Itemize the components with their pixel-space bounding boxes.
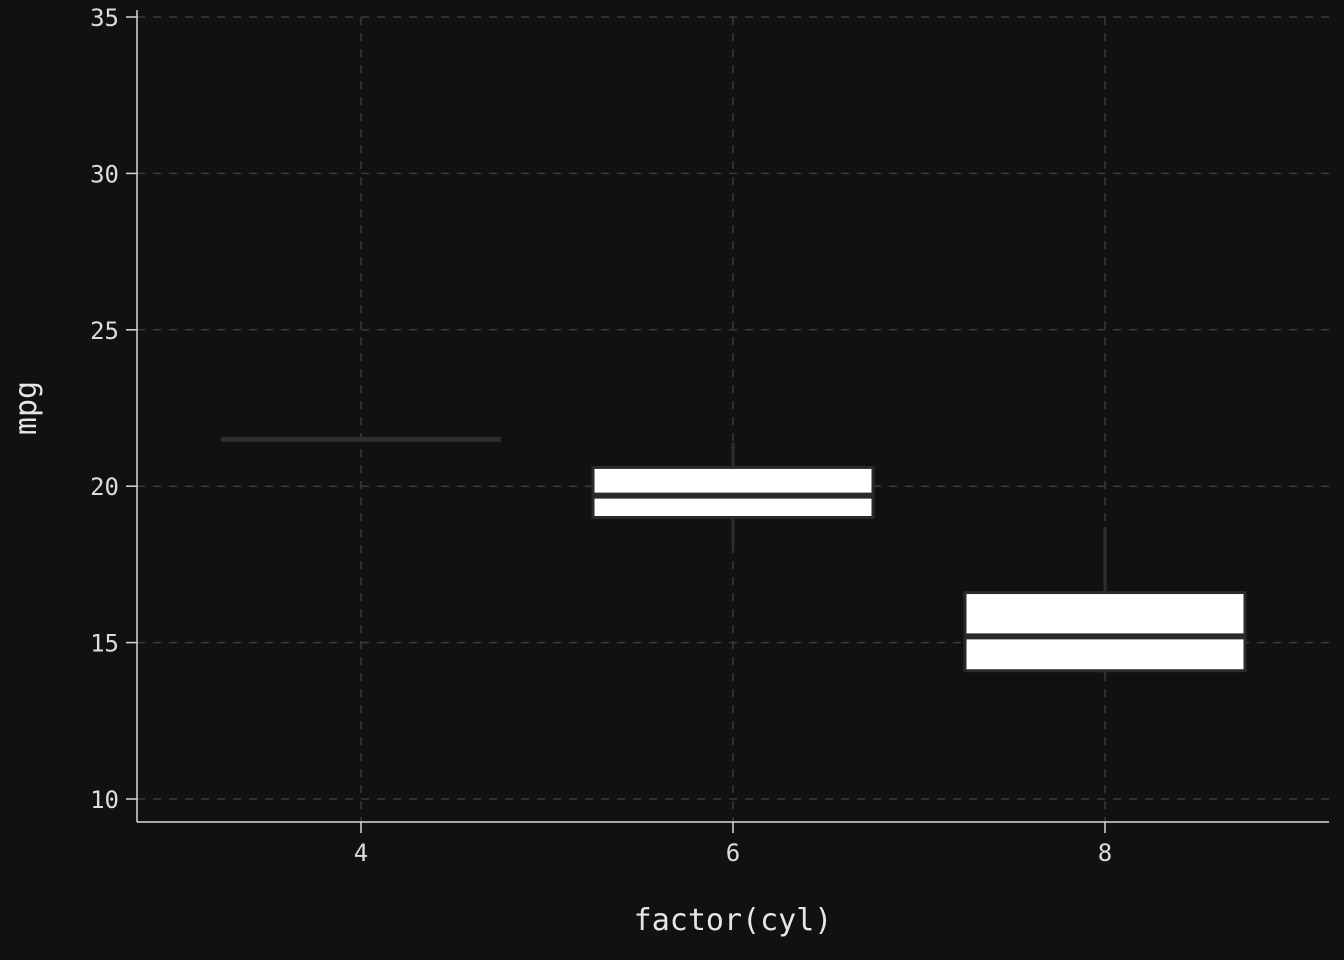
- y-tick-label-20: 20: [90, 473, 119, 501]
- box-8: [963, 591, 1247, 673]
- x-ticks: 4 6 8: [354, 822, 1112, 867]
- x-tick-label-6: 6: [726, 839, 740, 867]
- y-ticks: 10 15 20 25 30 35: [90, 4, 137, 814]
- y-tick-label-35: 35: [90, 4, 119, 32]
- y-tick-label-10: 10: [90, 786, 119, 814]
- y-tick-label-30: 30: [90, 160, 119, 188]
- boxes: [221, 436, 1247, 673]
- box-6: [591, 465, 875, 519]
- y-tick-label-15: 15: [90, 630, 119, 658]
- y-axis-title: mpg: [9, 381, 44, 435]
- x-tick-label-8: 8: [1098, 839, 1112, 867]
- x-axis-title: factor(cyl): [634, 903, 833, 938]
- grid-lines: [137, 16, 1329, 822]
- x-tick-label-4: 4: [354, 839, 368, 867]
- y-tick-label-25: 25: [90, 317, 119, 345]
